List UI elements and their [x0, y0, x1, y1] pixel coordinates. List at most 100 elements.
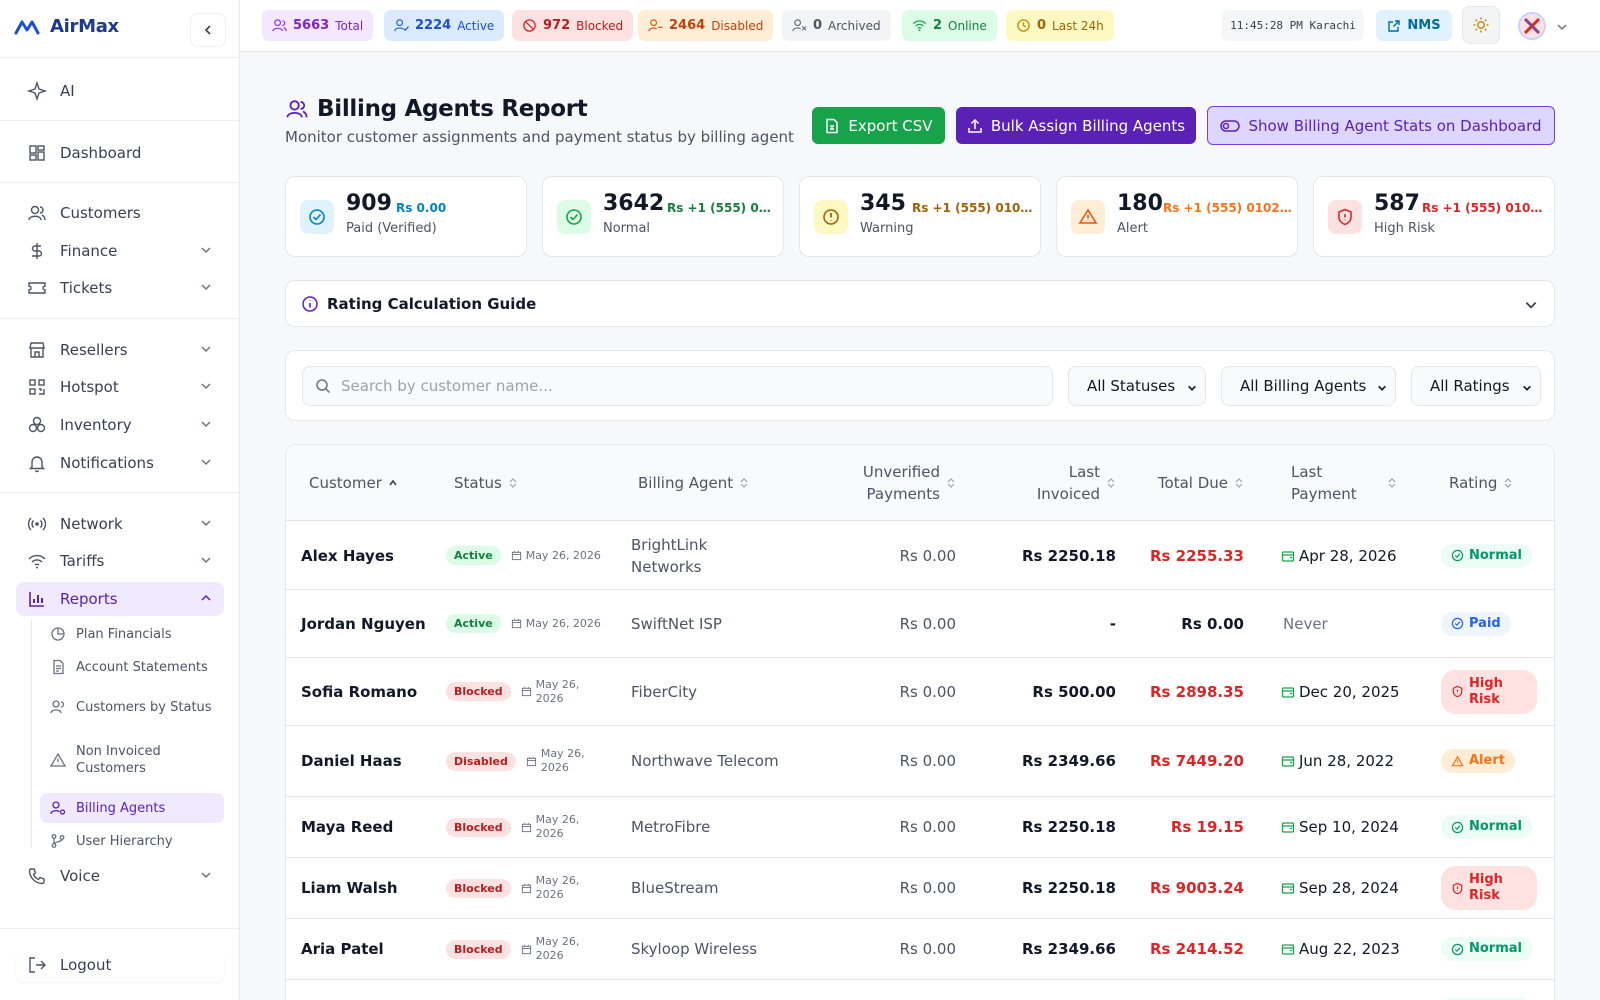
sidebar-item-hotspot[interactable]: Hotspot — [16, 370, 224, 404]
billing-agent[interactable]: Corevue Telecom — [631, 980, 781, 1000]
billing-agent[interactable]: BrightLink Networks — [631, 535, 708, 576]
sidebar-item-inventory[interactable]: Inventory — [16, 408, 224, 442]
rating-badge[interactable]: Normal — [1441, 937, 1532, 961]
stat-card-high-risk[interactable]: 587 Rs +1 (555) 0103… High Risk — [1313, 176, 1555, 257]
stat-card-normal[interactable]: 3642 Rs +1 (555) 01… Normal — [542, 176, 784, 257]
sort-unverified-header[interactable]: Unverified Payments — [846, 445, 956, 521]
sidebar-sub-account-statements[interactable]: Account Statements — [40, 653, 224, 681]
table-row[interactable]: Aria Patel Blocked May 26, 2026 Skyloop … — [286, 919, 1554, 980]
customer-name[interactable]: Jordan Nguyen — [301, 614, 426, 633]
chip-archived[interactable]: 0 Archived — [782, 10, 891, 41]
customer-name[interactable]: Maya Reed — [301, 818, 394, 836]
billing-agent[interactable]: MetroFibre — [631, 818, 711, 836]
chip-online[interactable]: 2 Online — [902, 10, 997, 41]
customer-name[interactable]: Liam Walsh — [301, 879, 398, 897]
chip-blocked[interactable]: 972 Blocked — [512, 10, 634, 41]
rating-filter-select[interactable]: All Ratings — [1411, 366, 1541, 406]
last-invoiced: Rs 2250.18 — [1021, 546, 1116, 565]
last-payment: Apr 28, 2026 — [1281, 547, 1397, 565]
chip-disabled[interactable]: 2464 Disabled — [638, 10, 774, 41]
rating-badge[interactable]: Normal — [1441, 815, 1532, 839]
rating-guide-accordion[interactable]: Rating Calculation Guide — [285, 280, 1555, 327]
rating-badge[interactable]: Alert — [1441, 749, 1515, 773]
stat-card-paid[interactable]: 909 Rs 0.00 Paid (Verified) — [285, 176, 527, 257]
total-due: Rs 2255.33 — [1149, 546, 1244, 565]
rating-badge[interactable]: Paid — [1441, 611, 1511, 636]
chip-total[interactable]: 5663 Total — [262, 10, 374, 41]
sidebar-item-resellers[interactable]: Resellers — [16, 333, 224, 367]
table-row[interactable]: Noah Novak Active May 26, 2026 Corevue T… — [286, 980, 1554, 1000]
customer-name[interactable]: Alex Hayes — [301, 546, 394, 565]
sort-invoiced-header[interactable]: Last Invoiced — [1016, 445, 1116, 521]
rating-badge[interactable]: Normal — [1441, 998, 1532, 1000]
sidebar-sub-non-invoiced-customers[interactable]: Non Invoiced Customers — [40, 741, 224, 779]
sort-status-header[interactable]: Status — [454, 445, 518, 521]
export-csv-button[interactable]: Export CSV — [812, 107, 945, 144]
table-row[interactable]: Jordan Nguyen Active May 26, 2026 SwiftN… — [286, 590, 1554, 658]
billing-agent[interactable]: BlueStream — [631, 879, 719, 897]
status-cell: Disabled May 26, 2026 — [446, 726, 588, 796]
sidebar-item-dashboard[interactable]: Dashboard — [16, 136, 224, 170]
agent-filter-select[interactable]: All Billing Agents — [1221, 366, 1396, 406]
sidebar-item-network[interactable]: Network — [16, 507, 224, 541]
avatar[interactable] — [1518, 12, 1546, 40]
customer-name[interactable]: Noah Novak — [301, 980, 431, 1000]
rating-badge[interactable]: Normal — [1441, 543, 1532, 568]
table-row[interactable]: Sofia Romano Blocked May 26, 2026 FiberC… — [286, 658, 1554, 726]
customer-name[interactable]: Sofia Romano — [301, 682, 418, 701]
sidebar-sub-plan-financials[interactable]: Plan Financials — [40, 620, 224, 648]
stat-card-warning[interactable]: 345 Rs +1 (555) 0101… Warning — [799, 176, 1041, 257]
logout-button[interactable]: Logout — [16, 948, 224, 982]
sidebar-sub-label: User Hierarchy — [76, 833, 173, 849]
search-input[interactable]: Search by customer name... — [302, 366, 1053, 406]
chevron-down-icon[interactable] — [1556, 21, 1568, 33]
chip-active[interactable]: 2224 Active — [384, 10, 505, 41]
sort-payment-header[interactable]: Last Payment — [1291, 445, 1411, 521]
last-payment-cell: Aug 22, 2023 — [1281, 919, 1400, 979]
sidebar-sub-billing-agents[interactable]: Billing Agents — [40, 793, 224, 823]
customer-name[interactable]: Aria Patel — [301, 940, 384, 958]
show-stats-toggle-button[interactable]: Show Billing Agent Stats on Dashboard — [1207, 106, 1555, 145]
stat-amount: Rs 0.00 — [396, 201, 447, 215]
sort-rating-header[interactable]: Rating — [1449, 445, 1513, 521]
chip-last-24h[interactable]: 0 Last 24h — [1006, 10, 1114, 41]
sidebar-item-reports[interactable]: Reports — [16, 582, 224, 616]
status-filter-select[interactable]: All Statuses — [1068, 366, 1206, 406]
customer-name[interactable]: Daniel Haas — [301, 752, 402, 770]
sidebar-item-tickets[interactable]: Tickets — [16, 271, 224, 305]
sort-due-header[interactable]: Total Due — [1156, 445, 1244, 521]
sidebar-sub-customers-by-status[interactable]: Customers by Status — [40, 688, 224, 726]
bulk-assign-button[interactable]: Bulk Assign Billing Agents — [956, 107, 1196, 144]
select-value: All Ratings — [1430, 377, 1510, 395]
sidebar-sub-user-hierarchy[interactable]: User Hierarchy — [40, 827, 224, 855]
sidebar-item-notifications[interactable]: Notifications — [16, 446, 224, 480]
billing-agent[interactable]: Skyloop Wireless — [631, 940, 758, 958]
billing-agents-table: Customer Status Billing Agent Unverified… — [285, 444, 1555, 1000]
sidebar-item-finance[interactable]: Finance — [16, 234, 224, 268]
table-row[interactable]: Alex Hayes Active May 26, 2026 BrightLin… — [286, 522, 1554, 590]
sort-agent-header[interactable]: Billing Agent — [638, 445, 749, 521]
sidebar-item-voice[interactable]: Voice — [16, 859, 224, 893]
status-date: May 26, 2026 — [521, 813, 583, 841]
brand[interactable]: AirMax — [14, 16, 119, 37]
rating-badge[interactable]: High Risk — [1441, 866, 1537, 910]
table-row[interactable]: Liam Walsh Blocked May 26, 2026 BlueStre… — [286, 858, 1554, 919]
sidebar-item-tariffs[interactable]: Tariffs — [16, 544, 224, 578]
sidebar-item-customers[interactable]: Customers — [16, 196, 224, 230]
check-circle-icon — [1451, 943, 1464, 956]
stat-card-alert[interactable]: 180 Rs +1 (555) 0102… Alert — [1056, 176, 1298, 257]
nms-link-button[interactable]: NMS — [1376, 10, 1452, 41]
header-label: Unverified Payments — [862, 463, 940, 503]
user-check-icon — [394, 18, 409, 33]
billing-agent[interactable]: SwiftNet ISP — [631, 614, 722, 633]
sidebar-item-ai[interactable]: AI — [16, 74, 224, 108]
rating-badge[interactable]: High Risk — [1441, 669, 1537, 714]
table-row[interactable]: Daniel Haas Disabled May 26, 2026 Northw… — [286, 726, 1554, 797]
billing-agent[interactable]: Northwave Telecom — [631, 752, 779, 770]
sort-customer-header[interactable]: Customer — [309, 445, 398, 521]
billing-agent[interactable]: FiberCity — [631, 682, 698, 701]
collapse-sidebar-button[interactable] — [190, 13, 226, 47]
table-row[interactable]: Maya Reed Blocked May 26, 2026 MetroFibr… — [286, 797, 1554, 858]
shield-alert-icon — [1328, 200, 1362, 234]
theme-toggle-button[interactable] — [1462, 6, 1500, 44]
